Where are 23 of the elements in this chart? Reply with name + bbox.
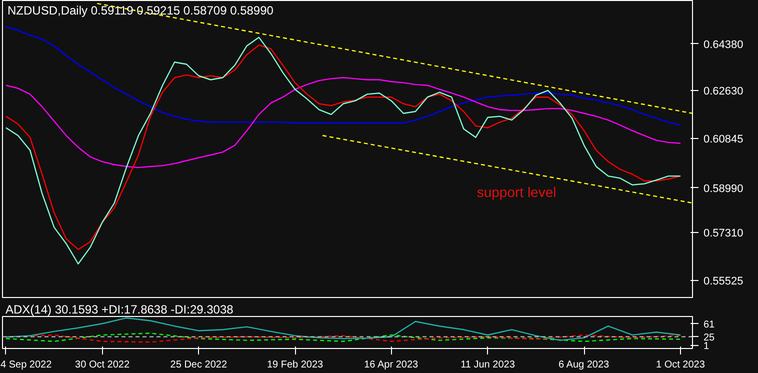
line-series (5, 26, 682, 126)
y-tick-label: 25 (704, 332, 716, 344)
chart-title: NZDUSD,Daily 0.59119 0.59215 0.58709 0.58990 (8, 4, 274, 18)
x-tick-label: 19 Feb 2023 (266, 360, 324, 370)
x-tick-label: 11 Jun 2023 (460, 360, 516, 370)
y-tick-label: 0.55525 (704, 275, 744, 288)
line-series (5, 317, 682, 341)
y-tick-label: 0.60845 (704, 133, 744, 146)
y-tick-label: 61 (704, 319, 716, 330)
y-tick-label: 0.62630 (704, 86, 744, 98)
line-series (5, 77, 682, 168)
x-tick-label: 30 Oct 2022 (75, 360, 130, 370)
x-tick-label: 25 Dec 2022 (170, 360, 228, 370)
y-tick-label: 0.57310 (704, 228, 744, 240)
annotation: support level (476, 184, 556, 200)
x-tick-label: 6 Aug 2023 (558, 360, 610, 370)
x-tick-label: 16 Apr 2023 (364, 360, 419, 370)
x-tick-label: 1 Oct 2023 (656, 360, 706, 370)
y-tick-label: 1 (704, 340, 710, 352)
chart-title: ADX(14) 30.1593 +DI:17.8638 -DI:29.3038 (6, 302, 234, 316)
y-tick-label: 0.64380 (704, 38, 744, 51)
x-tick-label: 4 Sep 2022 (0, 360, 52, 370)
y-tick-label: 0.58990 (704, 182, 744, 195)
